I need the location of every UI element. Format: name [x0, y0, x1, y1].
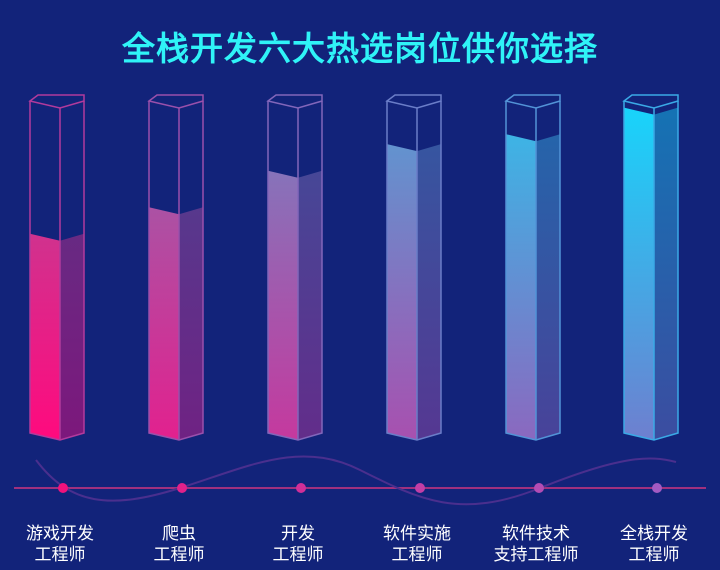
- bar-fill-side: [60, 233, 84, 440]
- timeline-group: [14, 455, 706, 506]
- category-label-line: 游戏开发: [26, 524, 94, 544]
- category-label-line: 爬虫: [162, 524, 196, 544]
- bar-fill-side: [536, 134, 560, 440]
- bar-6: [622, 94, 679, 441]
- page-title: 全栈开发六大热选岗位供你选择: [122, 29, 598, 68]
- bar-fill-front: [30, 233, 60, 440]
- category-label-line: 工程师: [391, 545, 443, 565]
- bar-top-cap: [28, 94, 85, 109]
- bar-3: [266, 94, 323, 441]
- category-label-line: 软件实施: [383, 524, 451, 544]
- bar-top-cap: [385, 94, 442, 109]
- bar-fill-front: [506, 134, 536, 440]
- category-label-line: 软件技术: [502, 524, 570, 544]
- bar-fill-side: [298, 170, 322, 440]
- timeline-dot-5: [534, 483, 544, 493]
- timeline-dot-6: [652, 483, 662, 493]
- category-label-6: 全栈开发 工程师: [594, 524, 714, 566]
- timeline-dot-4: [415, 483, 425, 493]
- timeline-dot-2: [177, 483, 187, 493]
- category-label-line: 工程师: [628, 545, 680, 565]
- bar-fill-side: [179, 207, 203, 440]
- timeline-wave: [35, 455, 677, 506]
- category-label-1: 游戏开发 工程师: [0, 524, 120, 566]
- category-label-line: 全栈开发: [620, 524, 688, 544]
- bar-2: [147, 94, 204, 441]
- bar-top-cap: [504, 94, 561, 109]
- bar-fill-side: [654, 107, 678, 440]
- category-label-line: 工程师: [272, 545, 324, 565]
- bar-4: [385, 94, 442, 441]
- category-label-4: 软件实施 工程师: [357, 524, 477, 566]
- category-label-2: 爬虫 工程师: [119, 524, 239, 566]
- timeline-dot-3: [296, 483, 306, 493]
- category-label-line: 支持工程师: [493, 545, 579, 565]
- bar-top-cap: [622, 94, 679, 109]
- category-label-line: 工程师: [34, 545, 86, 565]
- bar-top-cap: [147, 94, 204, 109]
- bar-fill-front: [387, 144, 417, 440]
- bar-5: [504, 94, 561, 441]
- category-label-line: 开发: [281, 524, 315, 544]
- bar-1: [28, 94, 85, 441]
- bar-fill-side: [417, 144, 441, 440]
- bars-group: [28, 94, 679, 441]
- category-label-3: 开发 工程师: [238, 524, 358, 566]
- bar-fill-front: [624, 107, 654, 440]
- category-label-line: 工程师: [153, 545, 205, 565]
- bar-top-cap: [266, 94, 323, 109]
- bar-fill-front: [149, 207, 179, 440]
- timeline-dot-1: [58, 483, 68, 493]
- category-label-5: 软件技术 支持工程师: [476, 524, 596, 566]
- bar-fill-front: [268, 170, 298, 440]
